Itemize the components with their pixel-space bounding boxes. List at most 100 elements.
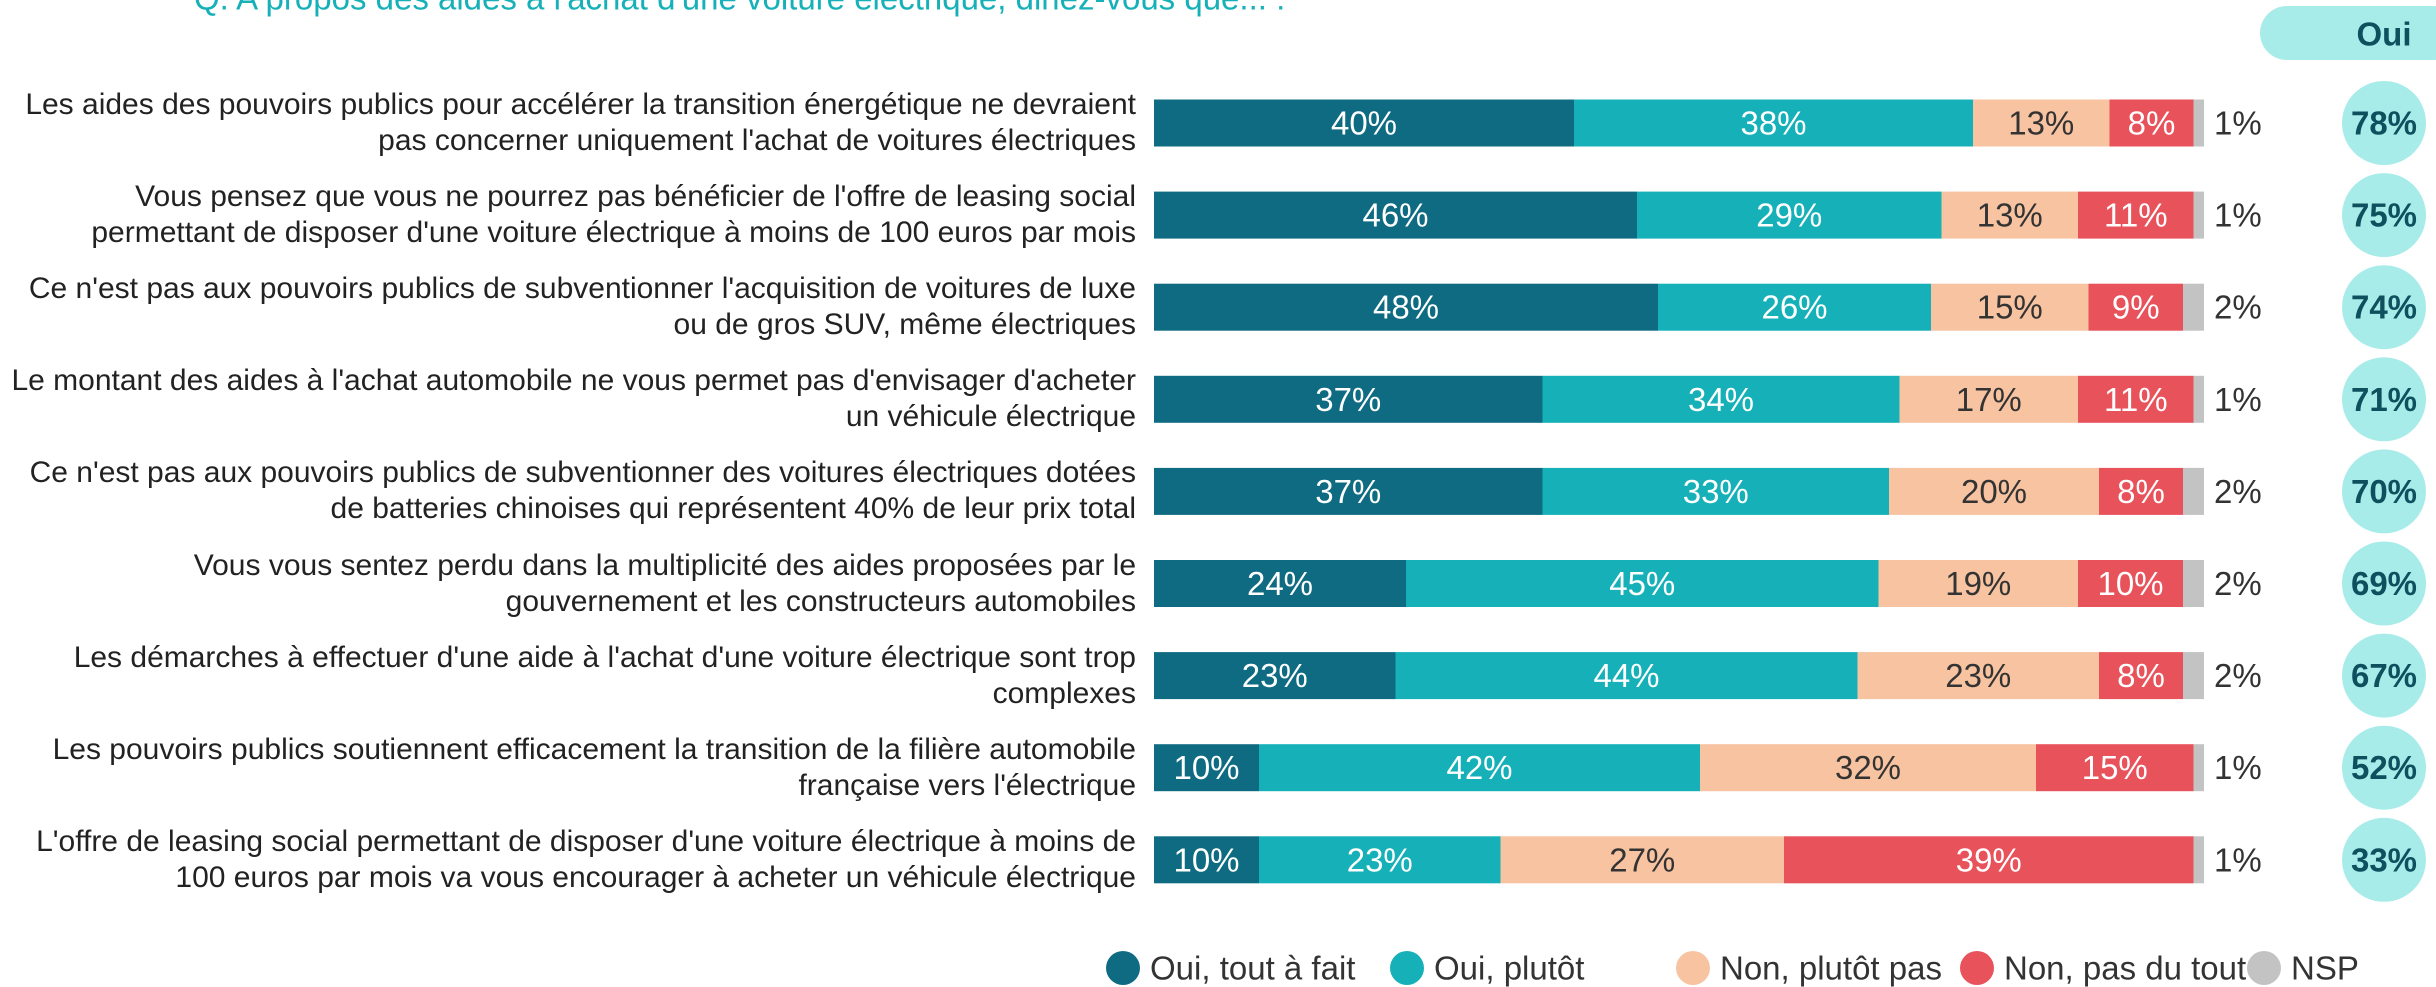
bar-segment bbox=[1154, 744, 1259, 792]
bar-segment bbox=[1857, 652, 2099, 700]
value-label: 1% bbox=[2214, 197, 2262, 234]
value-label: 19% bbox=[1945, 565, 2011, 602]
legend-swatch bbox=[2247, 951, 2281, 985]
value-label: 2% bbox=[2214, 473, 2262, 510]
bar-segment bbox=[1406, 560, 1879, 607]
bar-segment bbox=[2183, 560, 2204, 607]
bar-segment bbox=[2193, 744, 2204, 792]
category-label: Vous vous sentez perdu dans la multiplic… bbox=[193, 548, 1136, 618]
bar-segment bbox=[2078, 191, 2194, 239]
value-label: 45% bbox=[1609, 565, 1675, 602]
value-label: 13% bbox=[2008, 105, 2074, 142]
value-label: 8% bbox=[2117, 473, 2165, 510]
oui-value: 69% bbox=[2351, 565, 2417, 602]
value-label: 42% bbox=[1446, 749, 1512, 786]
value-label: 9% bbox=[2112, 289, 2160, 326]
value-label: 24% bbox=[1247, 565, 1313, 602]
bar-segment bbox=[2193, 99, 2204, 147]
bar-segment bbox=[2193, 191, 2204, 239]
value-label: 11% bbox=[2104, 197, 2168, 234]
oui-circle bbox=[2342, 817, 2426, 902]
value-label: 1% bbox=[2214, 749, 2262, 786]
legend-label: Non, plutôt pas bbox=[1720, 950, 1942, 987]
legend-label: Oui, plutôt bbox=[1434, 950, 1584, 987]
oui-circle bbox=[2342, 173, 2426, 258]
value-label: 37% bbox=[1315, 381, 1381, 418]
oui-value: 70% bbox=[2351, 473, 2417, 510]
oui-circle bbox=[2342, 265, 2426, 350]
category-label: Vous pensez que vous ne pourrez pas béné… bbox=[91, 180, 1136, 250]
bar-segment bbox=[1941, 191, 2078, 239]
oui-circle bbox=[2342, 633, 2426, 718]
oui-value: 71% bbox=[2351, 381, 2417, 418]
value-label: 38% bbox=[1740, 105, 1806, 142]
bar-segment bbox=[1542, 375, 1900, 423]
category-label: Les aides des pouvoirs publics pour accé… bbox=[25, 88, 1136, 157]
oui-circle bbox=[2342, 541, 2426, 626]
bar-segment bbox=[2183, 283, 2204, 331]
bar-segment bbox=[1154, 283, 1658, 331]
value-label: 8% bbox=[2117, 657, 2165, 694]
value-label: 39% bbox=[1956, 841, 2022, 878]
oui-circle bbox=[2342, 449, 2426, 534]
value-label: 46% bbox=[1362, 197, 1428, 234]
oui-header-bg bbox=[2260, 6, 2436, 60]
oui-value: 75% bbox=[2351, 197, 2417, 234]
bar-segment bbox=[1574, 99, 1973, 147]
bar-segment bbox=[2099, 467, 2183, 515]
legend-swatch bbox=[1676, 951, 1710, 985]
value-label: 15% bbox=[2082, 749, 2148, 786]
bar-segment bbox=[1500, 836, 1784, 884]
legend-label: Non, pas du tout bbox=[2004, 950, 2246, 987]
bar-segment bbox=[1700, 744, 2036, 792]
value-label: 1% bbox=[2214, 841, 2262, 878]
legend-label: Oui, tout à fait bbox=[1150, 950, 1355, 987]
bar-segment bbox=[1973, 99, 2110, 147]
value-label: 44% bbox=[1593, 657, 1659, 694]
value-label: 1% bbox=[2214, 105, 2262, 142]
bar-segment bbox=[2036, 744, 2194, 792]
bar-segment bbox=[2078, 375, 2194, 423]
oui-value: 52% bbox=[2351, 749, 2417, 786]
bar-segment bbox=[1931, 283, 2089, 331]
oui-header: Oui bbox=[2357, 16, 2412, 53]
bar-segment bbox=[1154, 99, 1574, 147]
bar-segment bbox=[1658, 283, 1931, 331]
legend-swatch bbox=[1106, 951, 1140, 985]
bar-segment bbox=[1395, 652, 1858, 700]
value-label: 23% bbox=[1242, 657, 1308, 694]
value-label: 26% bbox=[1761, 289, 1827, 326]
value-label: 15% bbox=[1977, 289, 2043, 326]
value-label: 37% bbox=[1315, 473, 1381, 510]
bar-segment bbox=[1154, 560, 1406, 607]
value-label: 29% bbox=[1756, 197, 1822, 234]
bar-segment bbox=[2088, 283, 2183, 331]
value-label: 8% bbox=[2128, 105, 2176, 142]
bar-segment bbox=[2183, 467, 2204, 515]
value-label: 13% bbox=[1977, 197, 2043, 234]
category-label: Les démarches à effectuer d'une aide à l… bbox=[73, 640, 1136, 710]
value-label: 48% bbox=[1373, 289, 1439, 326]
bar-segment bbox=[2193, 836, 2204, 884]
oui-value: 33% bbox=[2351, 841, 2417, 878]
bar-segment bbox=[1259, 836, 1501, 884]
legend-label: NSP bbox=[2291, 950, 2359, 987]
category-label: Ce n'est pas aux pouvoirs publics de sub… bbox=[28, 272, 1136, 342]
value-label: 17% bbox=[1956, 381, 2022, 418]
bar-segment bbox=[1154, 836, 1259, 884]
category-label: Les pouvoirs publics soutiennent efficac… bbox=[52, 732, 1136, 802]
value-label: 11% bbox=[2104, 381, 2168, 418]
bar-segment bbox=[1154, 191, 1637, 239]
legend-swatch bbox=[1390, 951, 1424, 985]
legend-swatch bbox=[1960, 951, 1994, 985]
value-label: 1% bbox=[2214, 381, 2262, 418]
bar-segment bbox=[1889, 467, 2099, 515]
value-label: 2% bbox=[2214, 565, 2262, 602]
value-label: 40% bbox=[1331, 105, 1397, 142]
bar-segment bbox=[2109, 99, 2194, 147]
bar-segment bbox=[1154, 467, 1543, 515]
bar-segment bbox=[1899, 375, 2078, 423]
value-label: 2% bbox=[2214, 657, 2262, 694]
bar-segment bbox=[2078, 560, 2183, 607]
